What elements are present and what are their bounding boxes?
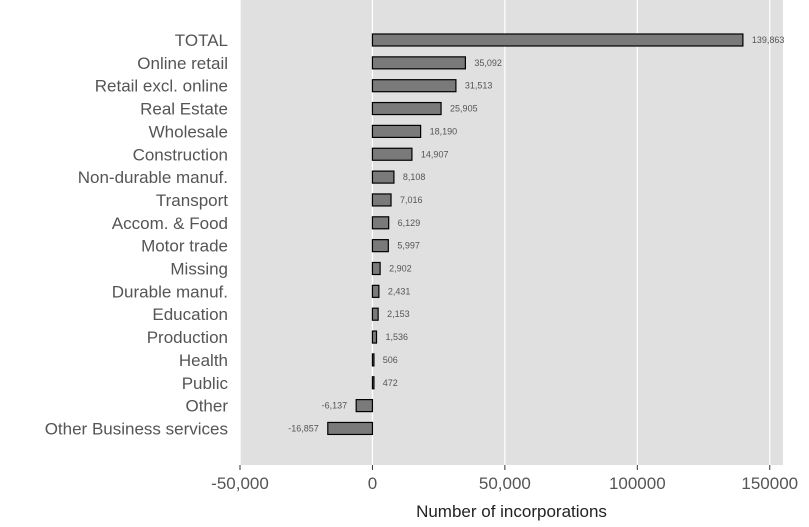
category-label: Education xyxy=(152,305,228,324)
data-label: 139,863 xyxy=(752,35,785,45)
bar xyxy=(371,239,389,253)
data-label: 25,905 xyxy=(450,104,478,114)
bar xyxy=(371,284,380,298)
bar xyxy=(371,33,744,47)
category-label: Accom. & Food xyxy=(112,214,228,233)
category-label: Wholesale xyxy=(149,122,228,141)
bar xyxy=(371,193,392,207)
x-tick-label: 50,000 xyxy=(479,474,531,493)
data-label: -6,137 xyxy=(322,401,348,411)
category-label: Production xyxy=(147,328,228,347)
x-tick-label: -50,000 xyxy=(211,474,269,493)
data-label: 7,016 xyxy=(400,195,423,205)
x-axis-title: Number of incorporations xyxy=(416,502,607,521)
data-label: 5,997 xyxy=(397,241,420,251)
data-label: 6,129 xyxy=(398,218,421,228)
bars xyxy=(327,33,744,436)
bar xyxy=(371,124,422,139)
bar xyxy=(371,56,466,70)
data-label: 18,190 xyxy=(430,126,458,136)
category-label: Online retail xyxy=(137,54,228,73)
data-label: 2,153 xyxy=(387,309,410,319)
category-label: Durable manuf. xyxy=(112,282,228,301)
category-label: Retail excl. online xyxy=(95,77,228,96)
category-labels: TOTAL Online retail Retail excl. online Rea… xyxy=(45,31,229,438)
bar xyxy=(355,399,374,413)
category-label: Health xyxy=(179,351,228,370)
x-tick-label: 150000 xyxy=(741,474,798,493)
bar xyxy=(327,421,374,436)
x-tick-label: 100000 xyxy=(609,474,666,493)
category-label: Construction xyxy=(133,145,228,164)
bar xyxy=(371,170,395,184)
bar xyxy=(371,330,378,344)
bar xyxy=(371,261,381,276)
data-label: -16,857 xyxy=(288,423,319,433)
category-label: Other xyxy=(185,397,228,416)
data-labels: 139,863 35,092 31,513 25,905 18,190 14,907 8,1… xyxy=(288,35,784,433)
category-label: Real Estate xyxy=(140,100,228,119)
data-label: 472 xyxy=(383,378,398,388)
plot-panel xyxy=(240,0,783,465)
category-label: Motor trade xyxy=(141,237,228,256)
data-label: 8,108 xyxy=(403,172,426,182)
category-label: Other Business services xyxy=(45,419,228,438)
data-label: 35,092 xyxy=(474,58,502,68)
x-axis-ticks: -50,000 0 50,000 100000 150000 xyxy=(211,465,798,493)
data-label: 2,902 xyxy=(389,264,412,274)
bar xyxy=(371,376,375,390)
data-label: 14,907 xyxy=(421,149,449,159)
bar xyxy=(371,147,413,161)
bar xyxy=(371,79,457,93)
data-label: 31,513 xyxy=(465,81,493,91)
bar xyxy=(371,101,442,116)
category-label: Non-durable manuf. xyxy=(78,168,228,187)
category-label: TOTAL xyxy=(175,31,228,50)
category-label: Transport xyxy=(156,191,228,210)
bar xyxy=(371,353,375,367)
data-label: 2,431 xyxy=(388,286,411,296)
bar xyxy=(371,307,379,321)
category-label: Missing xyxy=(170,260,228,279)
category-label: Public xyxy=(182,374,229,393)
bar xyxy=(371,216,390,230)
data-label: 1,536 xyxy=(386,332,409,342)
x-tick-label: 0 xyxy=(368,474,377,493)
data-label: 506 xyxy=(383,355,398,365)
